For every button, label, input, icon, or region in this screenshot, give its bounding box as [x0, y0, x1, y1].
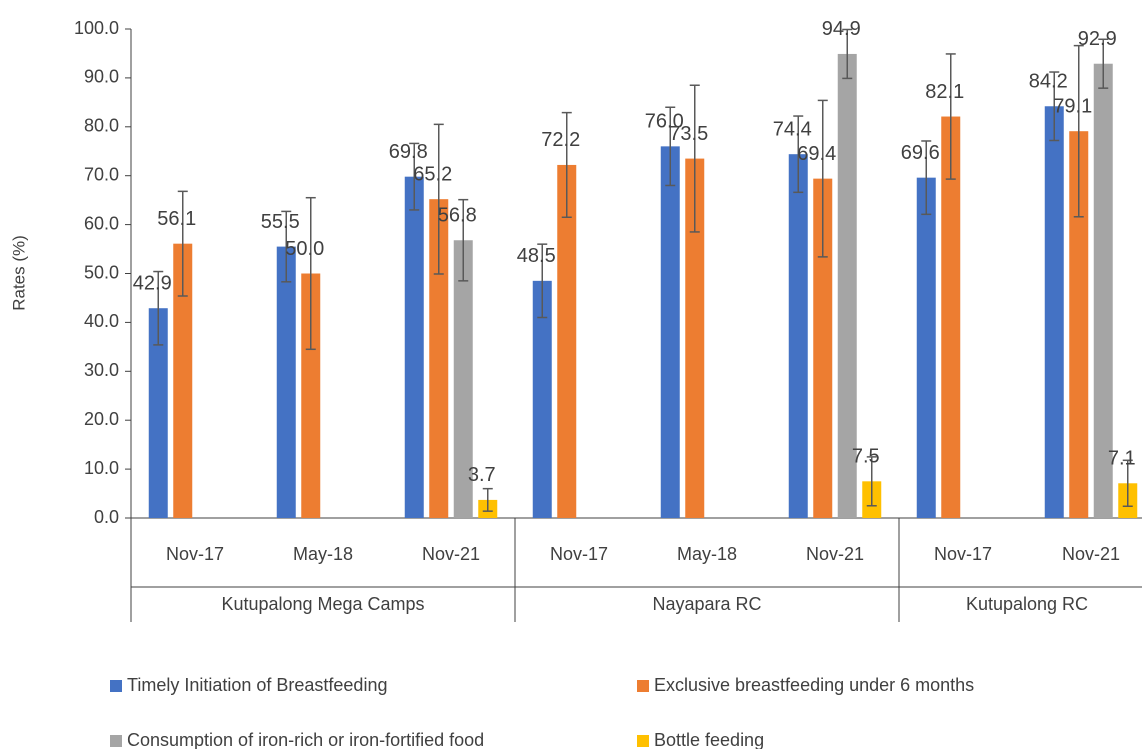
group-label: Kutupalong RC [966, 594, 1088, 614]
y-tick-label: 20.0 [84, 409, 119, 429]
y-tick-label: 60.0 [84, 213, 119, 233]
x-tick-label: Nov-21 [806, 544, 864, 564]
bar [557, 164, 577, 518]
data-label: 82.1 [925, 81, 964, 103]
data-label: 3.7 [468, 464, 496, 486]
bar [453, 240, 473, 519]
bar [1093, 63, 1113, 519]
bar [301, 273, 321, 518]
bar [813, 178, 833, 518]
legend-label: Consumption of iron-rich or iron-fortifi… [127, 730, 484, 749]
y-tick-label: 90.0 [84, 67, 119, 87]
data-label: 74.4 [773, 118, 812, 140]
y-tick-label: 70.0 [84, 164, 119, 184]
y-tick-label: 30.0 [84, 360, 119, 380]
bar [685, 158, 705, 518]
data-label: 69.4 [797, 143, 836, 165]
x-tick-label: Nov-17 [934, 544, 992, 564]
y-tick-label: 80.0 [84, 116, 119, 136]
data-label: 69.8 [389, 141, 428, 163]
data-label: 56.8 [438, 205, 477, 227]
bar [532, 280, 552, 518]
data-label: 94.9 [822, 18, 861, 40]
data-label: 73.5 [669, 123, 708, 145]
bar [788, 154, 808, 518]
bar [941, 116, 961, 518]
data-label: 69.6 [901, 142, 940, 164]
data-label: 7.5 [852, 446, 880, 468]
data-label: 65.2 [413, 163, 452, 185]
data-label: 50.0 [285, 238, 324, 260]
group-label: Nayapara RC [652, 594, 761, 614]
bar [276, 246, 296, 519]
data-label: 7.1 [1108, 448, 1136, 470]
data-label: 56.1 [157, 208, 196, 230]
y-tick-label: 40.0 [84, 311, 119, 331]
bar [1044, 106, 1064, 519]
x-tick-label: Nov-17 [550, 544, 608, 564]
bar [429, 199, 449, 518]
legend-swatch [637, 680, 649, 692]
data-label: 79.1 [1053, 95, 1092, 117]
data-label: 76.0 [645, 111, 684, 133]
x-tick-label: May-18 [293, 544, 353, 564]
x-tick-label: Nov-17 [166, 544, 224, 564]
data-label: 72.2 [541, 129, 580, 151]
bar [660, 146, 680, 519]
y-tick-label: 50.0 [84, 262, 119, 282]
bar [837, 53, 857, 519]
legend-label: Bottle feeding [654, 730, 764, 749]
y-tick-label: 100.0 [74, 18, 119, 38]
data-label: 48.5 [517, 245, 556, 267]
legend-swatch [637, 735, 649, 747]
bar [148, 308, 168, 518]
legend-label: Exclusive breastfeeding under 6 months [654, 675, 974, 695]
legend-label: Timely Initiation of Breastfeeding [127, 675, 387, 695]
data-label: 84.2 [1029, 71, 1068, 93]
y-tick-label: 0.0 [94, 507, 119, 527]
y-axis-label: Rates (%) [9, 235, 28, 311]
x-tick-label: May-18 [677, 544, 737, 564]
x-tick-label: Nov-21 [1062, 544, 1120, 564]
group-label: Kutupalong Mega Camps [221, 594, 424, 614]
data-label: 92.9 [1078, 28, 1117, 50]
legend-swatch [110, 735, 122, 747]
data-label: 42.9 [133, 273, 172, 295]
data-label: 55.5 [261, 211, 300, 233]
bar [1069, 131, 1089, 519]
bar [916, 177, 936, 518]
y-tick-label: 10.0 [84, 458, 119, 478]
x-tick-label: Nov-21 [422, 544, 480, 564]
legend-swatch [110, 680, 122, 692]
bar [404, 176, 424, 519]
bar [173, 243, 193, 518]
